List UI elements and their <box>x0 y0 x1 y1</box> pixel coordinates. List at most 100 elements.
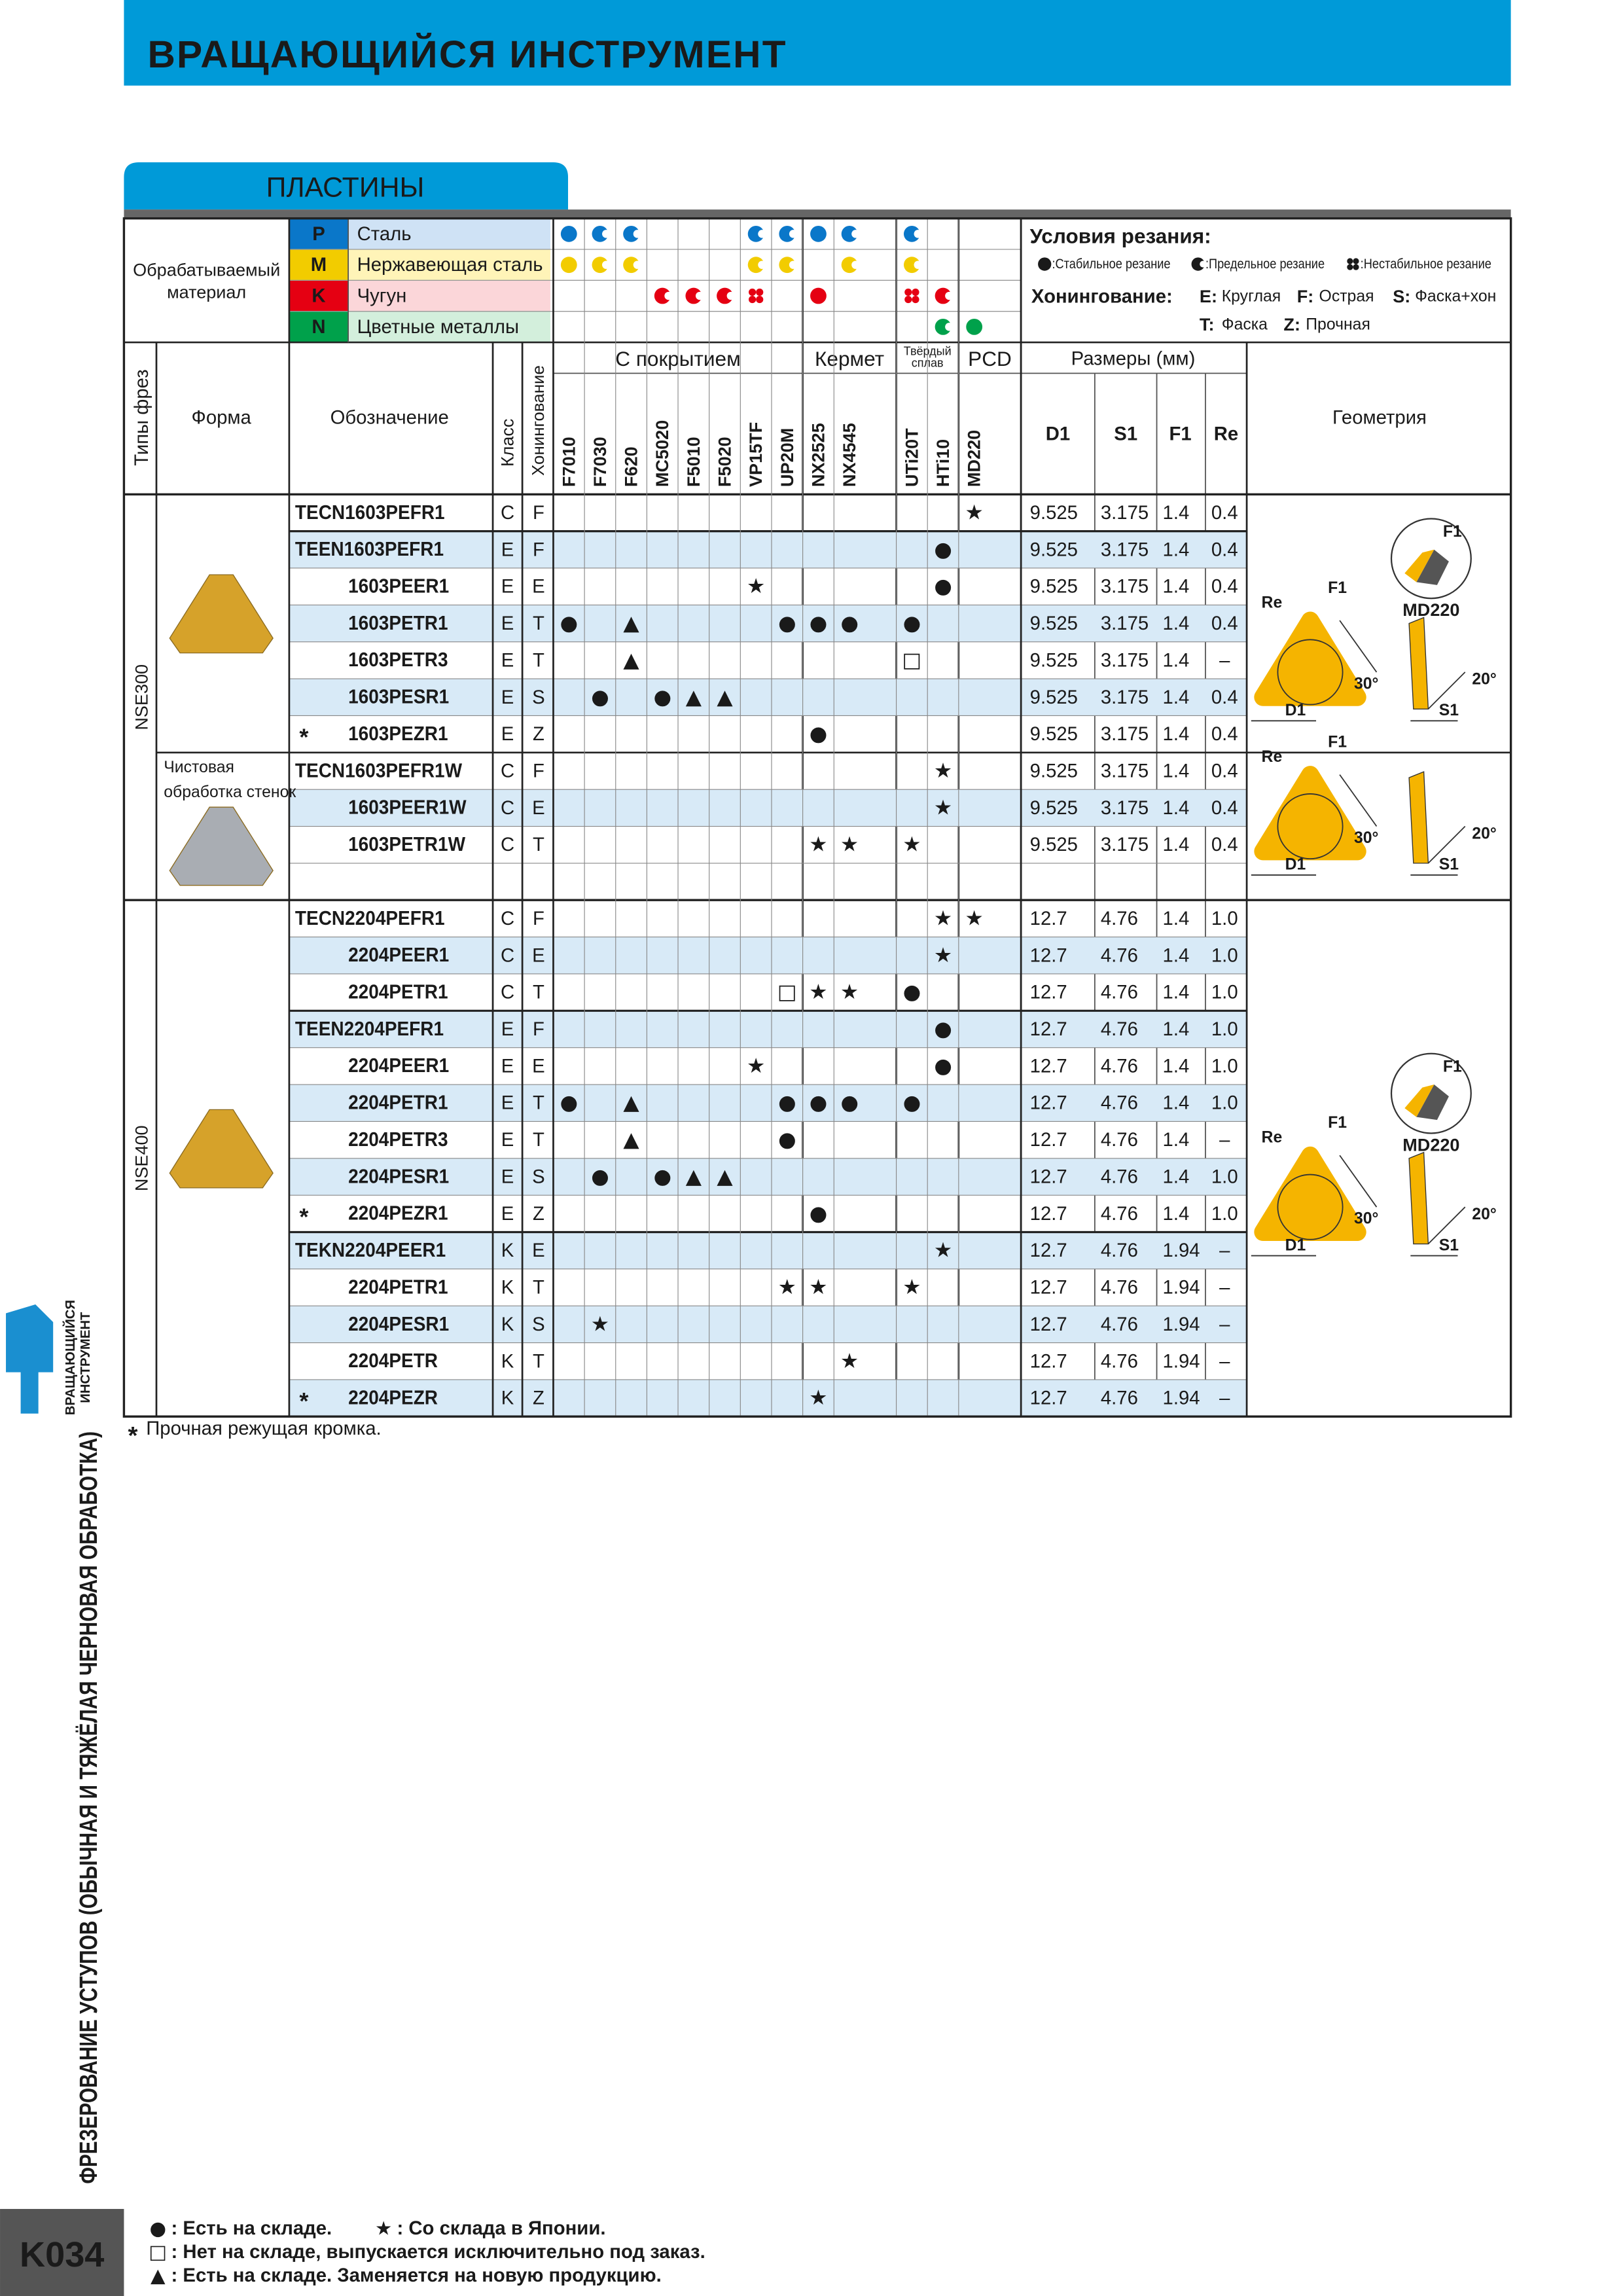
material-suitability <box>903 257 920 274</box>
dimension: – <box>1219 1277 1230 1299</box>
section-title: ПЛАСТИНЫ <box>266 171 425 203</box>
dimension: – <box>1219 1350 1230 1372</box>
honing: Z <box>533 723 544 745</box>
geometry-leader <box>1339 774 1378 827</box>
availability: ● <box>560 612 579 636</box>
page-number-box <box>0 2208 124 2296</box>
availability: ★ <box>902 833 921 857</box>
material-suitability-notch <box>789 230 798 238</box>
dimension: 1.0 <box>1211 1018 1238 1040</box>
material-code-cell <box>289 249 349 281</box>
dimension: 1.4 <box>1163 1018 1190 1040</box>
dimension: 4.76 <box>1101 1129 1138 1151</box>
availability: ● <box>934 538 952 562</box>
material-name-cell <box>348 280 550 312</box>
grade-group: Кермет <box>815 347 884 370</box>
insert-shape <box>169 1109 274 1189</box>
honing-title: Хонингование: <box>1031 286 1173 308</box>
honing: S <box>532 1166 545 1187</box>
row-shade <box>289 1158 1247 1196</box>
dimension: 0.4 <box>1211 539 1238 560</box>
honing-text: Острая <box>1319 288 1374 306</box>
material-suitability <box>592 225 609 242</box>
row-shade <box>289 605 1247 642</box>
material-name-cell <box>348 218 550 250</box>
condition-text: :Нестабильное резание <box>1361 257 1491 272</box>
designation: TEKN2204PEER1 <box>295 1240 446 1261</box>
type-name: NSE300 <box>132 664 151 730</box>
class: K <box>501 1314 514 1335</box>
dimension: 0.4 <box>1211 613 1238 634</box>
dimension: 1.4 <box>1163 1166 1190 1187</box>
designation: TEEN1603PEFR1 <box>295 539 444 560</box>
class: C <box>501 797 514 819</box>
dimension: 4.76 <box>1101 1166 1138 1187</box>
geometry-label: S1 <box>1439 856 1459 874</box>
dimension: 3.175 <box>1101 576 1149 598</box>
designation: 2204PETR3 <box>348 1129 448 1151</box>
class: C <box>501 944 514 966</box>
material-suitability <box>841 257 858 274</box>
dimension: 4.76 <box>1101 1277 1138 1299</box>
dimension: 1.0 <box>1211 1055 1238 1077</box>
shape-note: обработка стенок <box>164 783 296 801</box>
availability: ★ <box>840 1350 859 1373</box>
footnote-mark: * <box>128 1422 137 1450</box>
grade-name: F7010 <box>559 437 579 487</box>
geometry-leader <box>1427 825 1466 864</box>
dimension: 1.0 <box>1211 944 1238 966</box>
availability: □ <box>902 649 921 672</box>
row-shade <box>289 789 1247 827</box>
availability: ★ <box>965 906 984 930</box>
dimension: 9.525 <box>1030 613 1078 634</box>
material-suitability <box>756 288 764 296</box>
material-suitability <box>747 225 764 242</box>
honing: T <box>533 613 544 634</box>
availability: ★ <box>902 1276 921 1299</box>
dimension: 3.175 <box>1101 539 1149 560</box>
material-code: N <box>312 316 325 338</box>
material-suitability-notch <box>945 323 954 331</box>
material-suitability <box>935 287 952 304</box>
class: K <box>501 1350 514 1372</box>
row-shade <box>289 679 1247 716</box>
dimension: 9.525 <box>1030 760 1078 781</box>
material-suitability <box>841 225 858 242</box>
geometry-label: Re <box>1262 748 1283 766</box>
material-code: P <box>312 223 325 245</box>
condition-text: :Предельное резание <box>1205 257 1325 272</box>
dimension-header: Re <box>1214 423 1238 444</box>
geometry-label: 30° <box>1354 675 1378 692</box>
dimension: 1.0 <box>1211 982 1238 1003</box>
geometry-insert <box>1254 1146 1366 1242</box>
honing: T <box>533 1350 544 1372</box>
dimension: 12.7 <box>1030 1129 1067 1151</box>
honing: T <box>533 1129 544 1151</box>
geometry-header: Геометрия <box>1332 407 1427 429</box>
designation: 1603PETR3 <box>348 649 448 671</box>
dimension: 9.525 <box>1030 502 1078 524</box>
designation: 2204PESR1 <box>348 1314 449 1335</box>
dimension: 1.94 <box>1163 1277 1200 1299</box>
dimension: 12.7 <box>1030 1203 1067 1225</box>
material-name-cell <box>348 249 550 281</box>
dimension: 4.76 <box>1101 982 1138 1003</box>
grade-group: PCD <box>968 347 1012 370</box>
grade-name: VP15TF <box>746 422 766 487</box>
availability: ● <box>810 612 828 636</box>
availability: □ <box>777 980 797 1004</box>
designation: TECN2204PEFR1 <box>295 908 445 929</box>
geometry-label: 20° <box>1472 1206 1496 1223</box>
class: E <box>501 1129 514 1151</box>
dimension: 4.76 <box>1101 1388 1138 1409</box>
geometry-label: D1 <box>1285 1236 1306 1254</box>
grade-name: UP20M <box>777 428 797 487</box>
geometry-detail-gold <box>1404 549 1435 583</box>
geometry-label: Re <box>1262 594 1283 611</box>
class: K <box>501 1277 514 1299</box>
grade-name: HTi10 <box>933 439 953 487</box>
material-suitability <box>560 225 577 242</box>
dimension: 1.4 <box>1163 834 1190 855</box>
